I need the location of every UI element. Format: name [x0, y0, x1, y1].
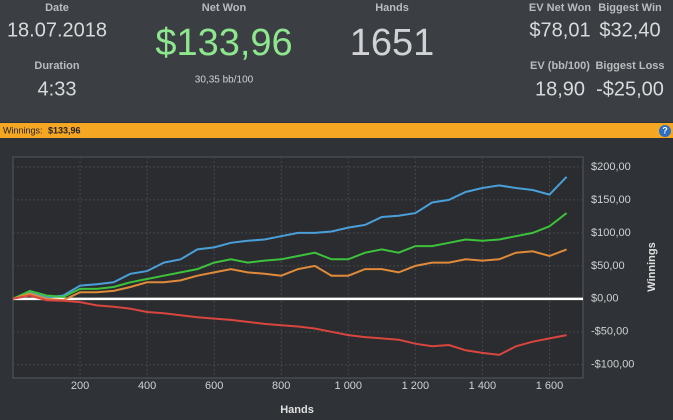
biggest-win-label: Biggest Win	[598, 2, 662, 14]
biggest-win: $32,40	[599, 19, 660, 41]
duration: 4:33	[38, 78, 77, 100]
biggest-loss-label: Biggest Loss	[595, 60, 664, 72]
x-tick-label: 1 200	[402, 380, 430, 392]
x-tick-label: 1 600	[536, 380, 564, 392]
date-label: Date	[45, 2, 69, 14]
x-tick-label: 200	[71, 380, 89, 392]
duration-label: Duration	[34, 60, 80, 72]
y-tick-label: $0,00	[591, 293, 619, 305]
ev-bb-label: EV (bb/100)	[530, 60, 590, 72]
y-axis-label: Winnings	[646, 242, 658, 291]
banner	[0, 123, 673, 138]
help-button[interactable]	[659, 125, 671, 137]
net-won-label: Net Won	[202, 2, 247, 14]
net-won: $133,96	[155, 22, 292, 64]
ev-net-won-label: EV Net Won	[529, 2, 591, 14]
help-icon[interactable]: ?	[662, 125, 668, 135]
date: 18.07.2018	[7, 19, 107, 41]
series-line	[12, 248, 567, 302]
biggest-loss: -$25,00	[596, 78, 664, 100]
y-tick-label: $50,00	[591, 260, 625, 272]
y-tick-label: $150,00	[591, 194, 631, 206]
x-axis-label: Hands	[280, 404, 314, 416]
x-tick-label: 1 400	[469, 380, 497, 392]
x-tick-label: 800	[272, 380, 290, 392]
bb-per-100: 30,35 bb/100	[195, 75, 254, 86]
banner-label: Winnings:	[3, 125, 43, 135]
series-line	[12, 176, 568, 300]
x-tick-label: 400	[138, 380, 156, 392]
banner-value: $133,96	[48, 125, 81, 135]
series-line	[12, 294, 567, 356]
hands-label: Hands	[375, 2, 409, 14]
y-tick-label: -$100,00	[591, 359, 634, 371]
y-tick-label: $200,00	[591, 161, 631, 173]
y-tick-label: $100,00	[591, 227, 631, 239]
hands: 1651	[350, 22, 435, 64]
series-line	[12, 212, 568, 300]
header-bg	[0, 0, 673, 122]
x-tick-label: 600	[205, 380, 223, 392]
ev-net-won: $78,01	[529, 19, 590, 41]
x-tick-label: 1 000	[335, 380, 363, 392]
plot-area	[12, 156, 584, 379]
y-tick-label: -$50,00	[591, 326, 628, 338]
ev-bb: 18,90	[535, 78, 585, 100]
